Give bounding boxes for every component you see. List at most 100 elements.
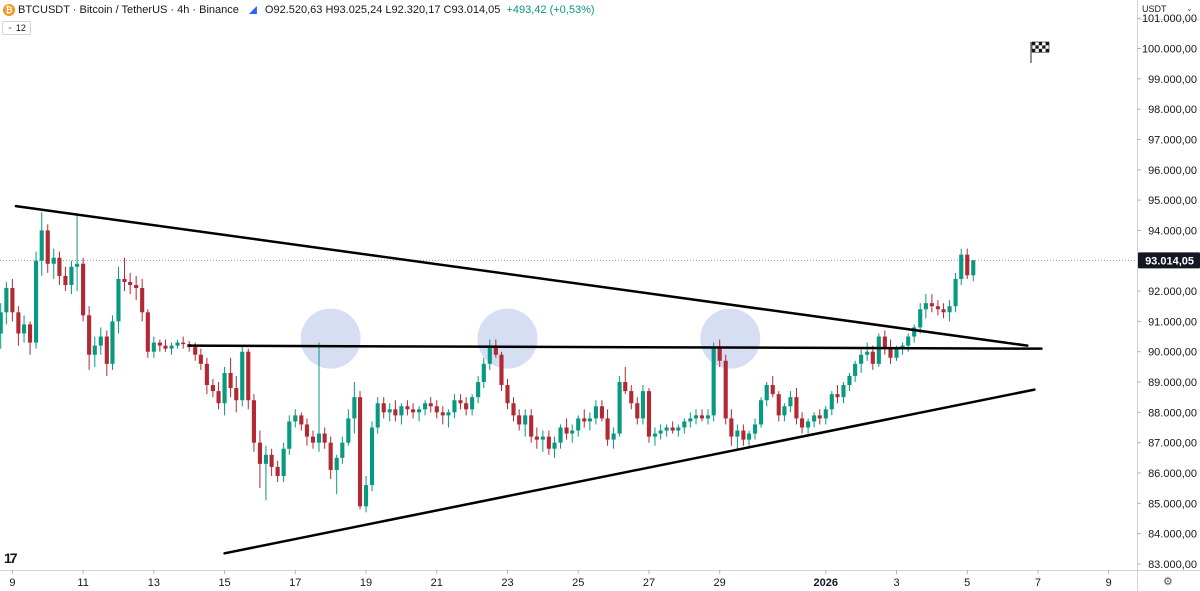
candle bbox=[664, 424, 669, 437]
candle-body bbox=[381, 403, 386, 413]
candle-body bbox=[287, 421, 292, 449]
candle-body bbox=[746, 433, 752, 440]
candle-body bbox=[558, 427, 563, 443]
candle-body bbox=[605, 418, 610, 440]
candle-body bbox=[4, 288, 9, 313]
candle-body bbox=[240, 351, 245, 401]
candle bbox=[540, 430, 545, 452]
candle bbox=[546, 430, 551, 455]
gear-icon[interactable]: ⚙ bbox=[1163, 576, 1173, 588]
candle bbox=[34, 251, 39, 349]
candle bbox=[304, 418, 310, 446]
candle bbox=[322, 427, 327, 449]
candle bbox=[499, 351, 504, 392]
candle bbox=[16, 306, 21, 346]
candle bbox=[658, 424, 663, 440]
x-tick-label: 21 bbox=[431, 577, 443, 589]
candle-body bbox=[470, 397, 475, 410]
candle-body bbox=[63, 275, 68, 285]
candle-body bbox=[393, 409, 398, 416]
currency-label[interactable]: USDT bbox=[1142, 4, 1167, 14]
candle bbox=[882, 330, 887, 355]
candle-body bbox=[175, 342, 180, 346]
candle bbox=[534, 427, 539, 449]
candle bbox=[21, 315, 27, 343]
flag-square bbox=[1038, 45, 1043, 49]
candle-body bbox=[122, 278, 127, 282]
candle-body bbox=[269, 454, 274, 467]
candle bbox=[723, 354, 728, 425]
candle bbox=[163, 339, 168, 352]
flag-square bbox=[1045, 45, 1049, 49]
y-tick-label: 97.000,00 bbox=[1148, 134, 1197, 146]
candle-body bbox=[81, 263, 86, 316]
candle bbox=[210, 378, 215, 398]
candle-body bbox=[764, 385, 769, 401]
candle bbox=[794, 388, 799, 425]
candle bbox=[423, 400, 428, 416]
candle bbox=[240, 345, 245, 407]
candle bbox=[935, 300, 940, 316]
candle-body bbox=[599, 406, 604, 419]
candle-body bbox=[699, 415, 705, 419]
candle bbox=[63, 266, 68, 292]
candle bbox=[75, 215, 80, 292]
candle bbox=[87, 306, 92, 370]
candle-body bbox=[405, 406, 410, 410]
candle-body bbox=[711, 348, 716, 416]
candle-body bbox=[145, 312, 150, 352]
candle bbox=[593, 400, 598, 425]
candle bbox=[481, 357, 486, 389]
candle-body bbox=[617, 382, 622, 434]
x-tick-label: 5 bbox=[964, 577, 970, 589]
candle bbox=[876, 333, 881, 367]
y-tick-label: 90.000,00 bbox=[1148, 347, 1197, 359]
y-tick-label: 95.000,00 bbox=[1148, 195, 1197, 207]
candle-body bbox=[16, 312, 21, 334]
highlight-circle bbox=[477, 308, 538, 369]
candle-body bbox=[116, 278, 121, 322]
candle-body bbox=[812, 415, 817, 422]
candle-body bbox=[57, 257, 62, 276]
candle-body bbox=[823, 409, 828, 419]
candle-body bbox=[411, 409, 416, 413]
candle bbox=[741, 424, 746, 446]
candle-body bbox=[935, 306, 940, 310]
candle-body bbox=[134, 285, 139, 289]
candle bbox=[605, 409, 610, 446]
candle-body bbox=[752, 424, 758, 434]
price-change: +493,42 (+0,53%) bbox=[506, 4, 595, 16]
candle bbox=[788, 391, 793, 413]
symbol-title[interactable]: BTCUSDT · Bitcoin / TetherUS · 4h · Bina… bbox=[18, 4, 239, 16]
indicator-badge[interactable]: ⌄ 12 bbox=[2, 21, 31, 35]
candle-body bbox=[428, 403, 433, 407]
candle-body bbox=[34, 260, 39, 343]
ohlc-values: O92.520,63 H93.025,24 L92.320,17 C93.014… bbox=[265, 4, 595, 16]
candle bbox=[198, 348, 203, 370]
candle bbox=[45, 224, 50, 273]
candle bbox=[175, 339, 180, 349]
chevron-down-icon[interactable]: ⌄ bbox=[1186, 4, 1193, 13]
candle bbox=[558, 424, 563, 449]
candle bbox=[334, 454, 339, 495]
candle-body bbox=[759, 400, 764, 425]
candle bbox=[800, 412, 805, 434]
candle-body bbox=[782, 406, 787, 416]
candle bbox=[529, 409, 534, 443]
candle-body bbox=[434, 406, 439, 413]
candle bbox=[216, 382, 221, 410]
y-tick-label: 85.000,00 bbox=[1148, 498, 1197, 510]
candle bbox=[316, 342, 322, 452]
x-tick-label: 19 bbox=[360, 577, 372, 589]
candle-body bbox=[664, 427, 669, 431]
candle bbox=[251, 394, 256, 452]
candle-body bbox=[257, 442, 262, 464]
candle bbox=[293, 409, 298, 428]
descending-trendline bbox=[14, 204, 1029, 347]
y-tick-label: 101.000,00 bbox=[1142, 13, 1197, 25]
flag-square bbox=[1035, 45, 1039, 49]
market-status-icon bbox=[248, 6, 257, 14]
candle-body bbox=[587, 418, 592, 422]
candle bbox=[918, 303, 923, 334]
